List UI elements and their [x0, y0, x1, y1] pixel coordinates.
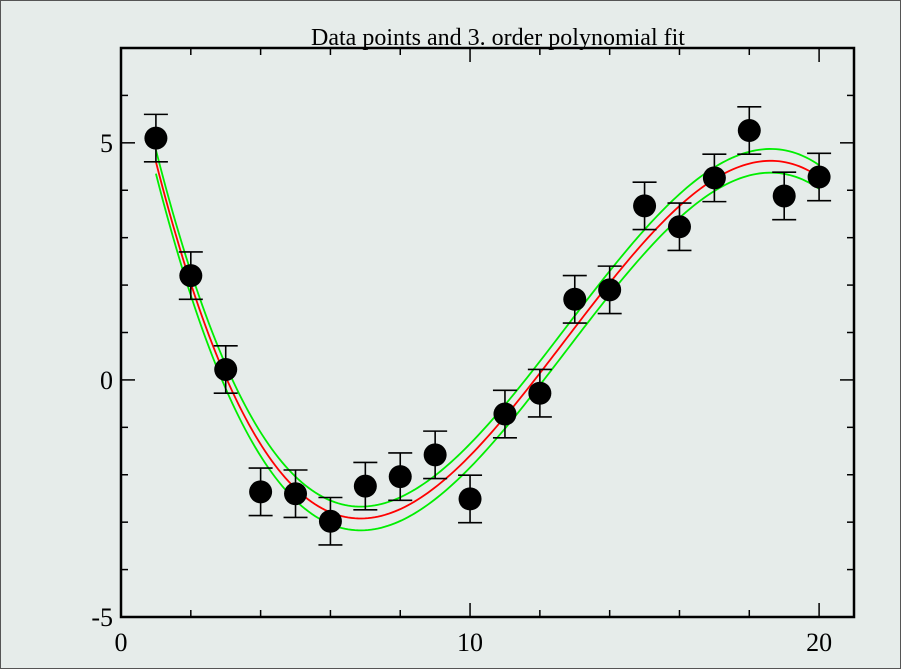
- data-point: [458, 487, 482, 511]
- fit-line: [155, 159, 820, 520]
- data-point: [702, 166, 726, 190]
- axes: 0 10 20-505: [91, 46, 856, 657]
- data-point: [284, 482, 308, 506]
- data-point: [772, 184, 796, 208]
- data-point: [528, 381, 552, 405]
- data-point: [388, 465, 412, 489]
- x-tick-label: 0: [115, 628, 128, 657]
- data-point: [563, 287, 587, 311]
- y-tick-label: 0: [100, 366, 113, 395]
- data-point: [179, 264, 203, 288]
- data-point: [353, 474, 377, 498]
- data-point: [737, 119, 761, 143]
- band-upper-line: [155, 148, 820, 508]
- data-point: [318, 509, 342, 533]
- data-point: [249, 480, 273, 504]
- data-point: [598, 278, 622, 302]
- data-point: [807, 165, 831, 189]
- band-lower-line: [155, 171, 820, 532]
- data-point: [423, 443, 447, 467]
- confidence-band: [155, 148, 820, 532]
- data-point: [493, 402, 517, 426]
- y-tick-label: 5: [100, 129, 113, 158]
- data-point: [144, 126, 168, 150]
- fit-curve: [155, 159, 820, 520]
- x-tick-label: 20: [806, 628, 832, 657]
- x-tick-label: 10: [457, 628, 483, 657]
- data-point: [667, 215, 691, 239]
- data-points: [144, 119, 831, 533]
- chart-title: Data points and 3. order polynomial fit: [311, 25, 685, 51]
- y-tick-label: -5: [91, 603, 113, 632]
- data-point: [214, 357, 238, 381]
- data-point: [633, 194, 657, 218]
